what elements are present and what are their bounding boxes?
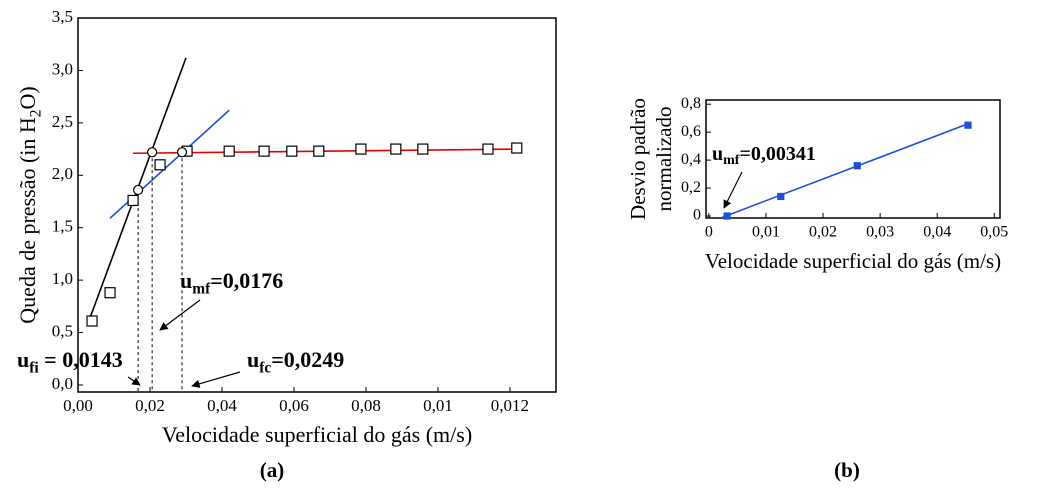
x-tick-label: 0,06	[279, 396, 309, 415]
x-tick-label: 0	[705, 224, 713, 241]
data-point	[286, 145, 298, 157]
subscript: 2	[27, 110, 44, 118]
y-tick-label: 3,0	[52, 59, 73, 78]
data-point	[390, 143, 402, 155]
data-point	[154, 159, 166, 171]
y-tick-label: 2,0	[52, 164, 73, 183]
data-point	[258, 145, 270, 157]
data-point	[127, 194, 139, 207]
text-part: u	[247, 347, 259, 372]
plot-frame	[77, 17, 557, 393]
intersection-point	[176, 147, 188, 158]
text-part: =0,0176	[210, 268, 283, 293]
annotation: umf=0,0176	[180, 268, 283, 297]
y-tick-label: 0,8	[681, 95, 701, 112]
arrow	[159, 299, 201, 331]
annotation: ufc=0,0249	[247, 347, 344, 376]
x-tick-label: 0,08	[351, 396, 381, 415]
subscript: mf	[723, 153, 740, 168]
panel-caption: (a)	[260, 458, 285, 482]
x-axis-label: Velocidade superficial do gás (m/s)	[705, 249, 1001, 273]
intersection-point	[147, 147, 158, 158]
data-point	[86, 315, 98, 327]
data-point	[355, 143, 367, 155]
data-point	[723, 212, 731, 220]
data-point	[417, 143, 429, 155]
arrow	[723, 171, 743, 209]
y-tick-label: 0,6	[681, 123, 701, 140]
y-axis-label: normalizado	[652, 107, 676, 212]
data-point	[313, 145, 325, 157]
y-tick-label: 0	[693, 207, 701, 224]
y-tick-label: 0,0	[52, 374, 73, 393]
x-tick-label: 0,05	[980, 224, 1008, 241]
x-tick-label: 0,04	[923, 224, 951, 241]
text-part: =0,0249	[271, 347, 344, 372]
x-tick-label: 0,012	[491, 396, 529, 415]
x-axis-label: Velocidade superficial do gás (m/s)	[162, 422, 472, 447]
data-point	[223, 145, 235, 157]
intersection-point	[133, 184, 144, 196]
text-part: =0,00341	[739, 143, 815, 165]
y-tick-label: 2,5	[52, 112, 73, 131]
data-point	[777, 192, 785, 201]
x-tick-label: 0,01	[423, 396, 453, 415]
y-axis-label: Desvio padrão	[626, 98, 650, 220]
label: Queda de pressão (in H2O)	[15, 86, 44, 323]
y-tick-label: 0,4	[681, 151, 701, 168]
text-part: u	[180, 268, 192, 293]
y-tick-label: 0,5	[52, 321, 73, 340]
plot-frame	[705, 99, 1001, 219]
text-part: O)	[15, 86, 40, 109]
text-part: u	[17, 347, 29, 372]
text-part: = 0,0143	[39, 347, 123, 372]
y-tick-label: 3,5	[52, 7, 73, 26]
text-part: u	[712, 143, 723, 165]
data-point	[853, 162, 861, 170]
annotation: ufi = 0,0143	[17, 347, 123, 376]
panel-caption: (b)	[834, 458, 860, 482]
data-point	[482, 143, 494, 155]
x-tick-label: 0,02	[809, 224, 837, 241]
y-tick-label: 1,0	[52, 269, 73, 288]
subscript: fc	[259, 359, 271, 376]
arrow	[191, 371, 241, 388]
y-tick-label: 0,2	[681, 179, 701, 196]
data-point	[964, 121, 972, 129]
fit-line	[133, 148, 522, 155]
subscript: fi	[29, 359, 39, 376]
data-point	[511, 142, 523, 154]
annotation: umf=0,00341	[712, 143, 816, 169]
text-part: Queda de pressão (in H	[15, 117, 40, 324]
data-point	[104, 287, 116, 299]
subscript: mf	[192, 280, 211, 297]
fit-line	[721, 123, 969, 219]
x-tick-label: 0,01	[752, 224, 780, 241]
x-tick-label: 0,00	[63, 396, 93, 415]
x-tick-label: 0,04	[207, 396, 237, 415]
y-tick-label: 1,5	[52, 217, 73, 236]
x-tick-label: 0,03	[866, 224, 894, 241]
x-tick-label: 0,02	[135, 396, 165, 415]
